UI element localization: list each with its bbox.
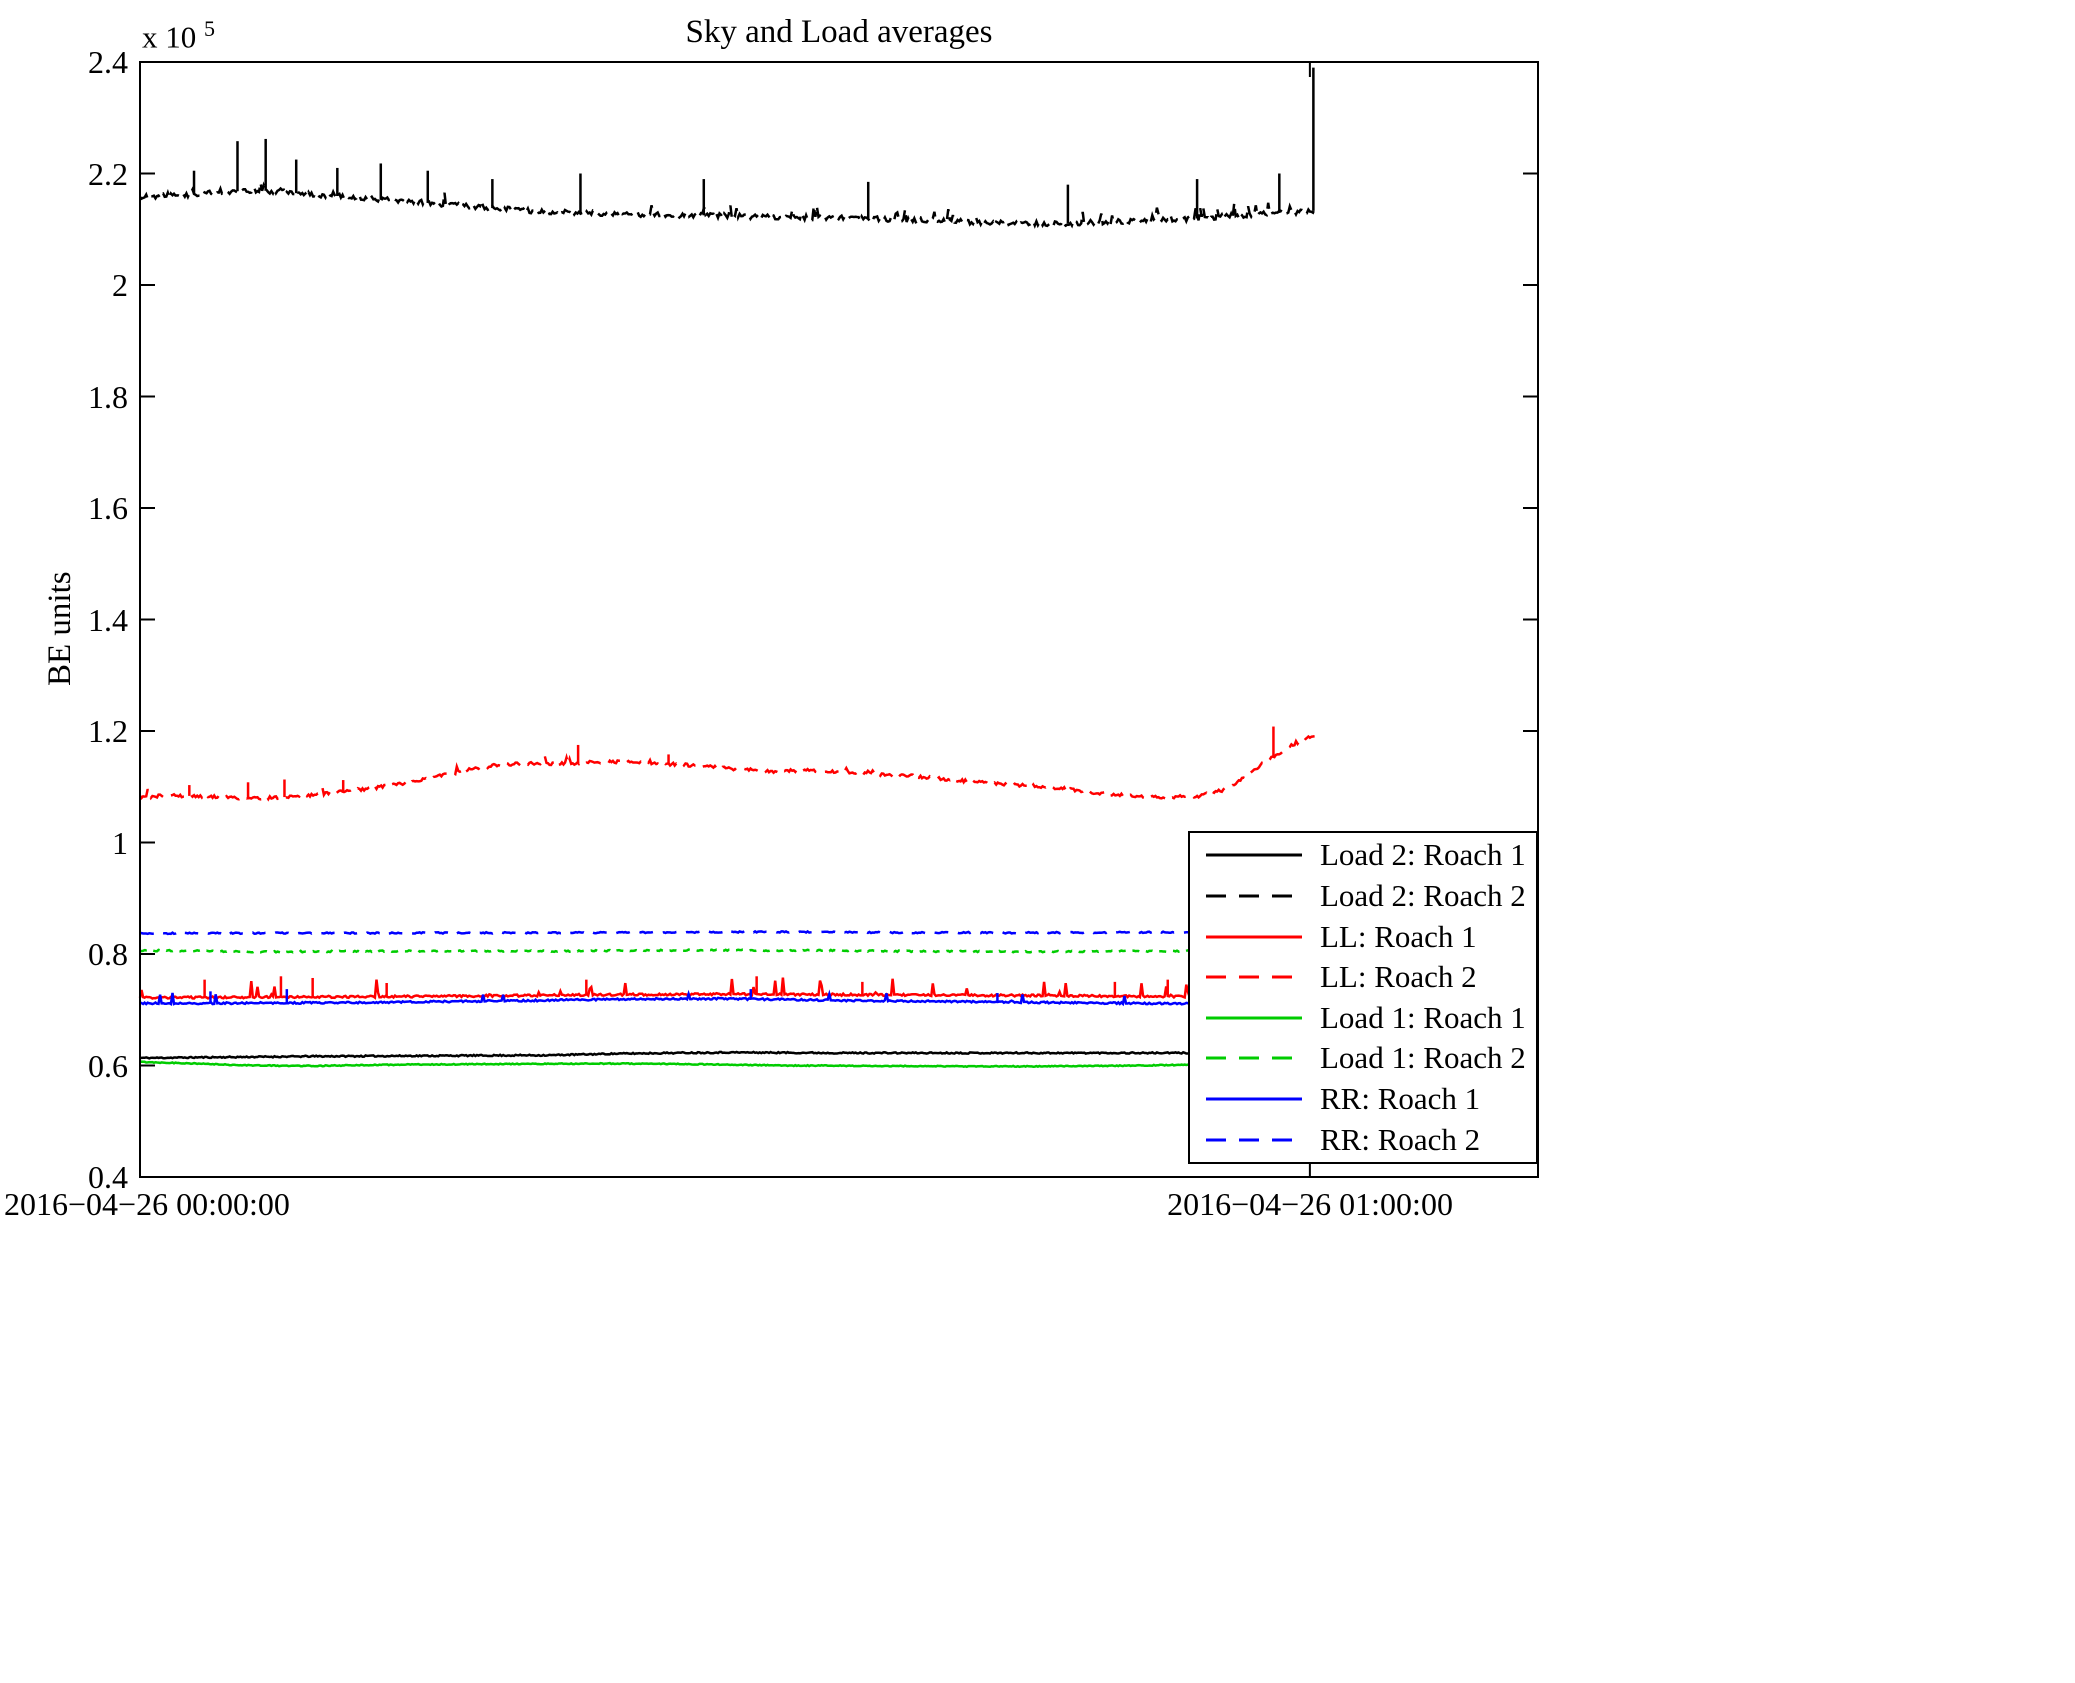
- legend-line-sample: [1206, 894, 1302, 898]
- legend-entry-label: Load 2: Roach 1: [1320, 837, 1526, 873]
- y-tick-label: 2.4: [88, 44, 128, 80]
- legend-line-sample: [1206, 1097, 1302, 1101]
- legend-entry-label: RR: Roach 1: [1320, 1081, 1481, 1117]
- legend-entry: Load 1: Roach 1: [1204, 998, 1536, 1038]
- y-tick-label: 1.4: [88, 601, 128, 638]
- legend-line-sample: [1206, 935, 1302, 939]
- y-tick-label: 2: [112, 267, 128, 303]
- legend-entry: RR: Roach 2: [1204, 1120, 1536, 1160]
- legend-line-sample: [1206, 1138, 1302, 1142]
- legend-line-sample: [1206, 1056, 1302, 1060]
- y-tick-label: 2.2: [88, 155, 128, 192]
- series-line-3: [138, 734, 1315, 802]
- legend-entry: Load 1: Roach 2: [1204, 1038, 1536, 1078]
- legend-entry-label: Load 2: Roach 2: [1320, 877, 1526, 913]
- y-tick-label: 1: [112, 824, 128, 861]
- legend-entry: Load 2: Roach 2: [1204, 876, 1536, 916]
- legend-entry-label: Load 1: Roach 2: [1320, 1040, 1526, 1076]
- legend-line-sample: [1206, 975, 1302, 979]
- y-axis-multiplier-exponent: 5: [204, 16, 215, 41]
- y-tick-label: 1.2: [88, 713, 128, 749]
- y-axis-multiplier: x 10 5: [142, 16, 215, 55]
- y-tick-label: 0.8: [88, 936, 128, 972]
- y-tick-label: 1.6: [88, 490, 128, 526]
- chart-title: Sky and Load averages: [685, 14, 993, 50]
- series-line-0: [139, 1050, 1315, 1060]
- legend-entry-label: Load 1: Roach 1: [1320, 999, 1526, 1035]
- series-line-7: [139, 929, 1315, 936]
- legend-line-sample: [1206, 1016, 1302, 1020]
- y-tick-label: 0.6: [88, 1047, 128, 1084]
- y-tick-label: 0.4: [88, 1159, 128, 1195]
- y-axis-multiplier-base: x 10: [142, 19, 197, 55]
- legend-entry: Load 2: Roach 1: [1204, 835, 1536, 875]
- legend-entry: LL: Roach 2: [1204, 957, 1536, 997]
- series-line-1: [139, 181, 1316, 229]
- x-tick-label-end: 2016−04−26 01:00:00: [1167, 1186, 1453, 1222]
- series-line-6: [139, 989, 1316, 1007]
- x-tick-label-start: 2016−04−26 00:00:00: [4, 1186, 290, 1222]
- legend-entry-label: LL: Roach 2: [1320, 959, 1477, 995]
- legend: Load 2: Roach 1 Load 2: Roach 2 LL: Roach …: [1188, 831, 1538, 1164]
- legend-entry: LL: Roach 1: [1204, 917, 1536, 957]
- y-tick-label: 1.8: [88, 378, 128, 415]
- series-line-5: [139, 948, 1315, 954]
- legend-entry: RR: Roach 1: [1204, 1079, 1536, 1119]
- series-line-2: [138, 977, 1315, 1000]
- series-line-4: [139, 1060, 1316, 1069]
- legend-entry-label: RR: Roach 2: [1320, 1121, 1481, 1157]
- legend-entry-label: LL: Roach 1: [1320, 918, 1477, 954]
- legend-line-sample: [1206, 853, 1302, 857]
